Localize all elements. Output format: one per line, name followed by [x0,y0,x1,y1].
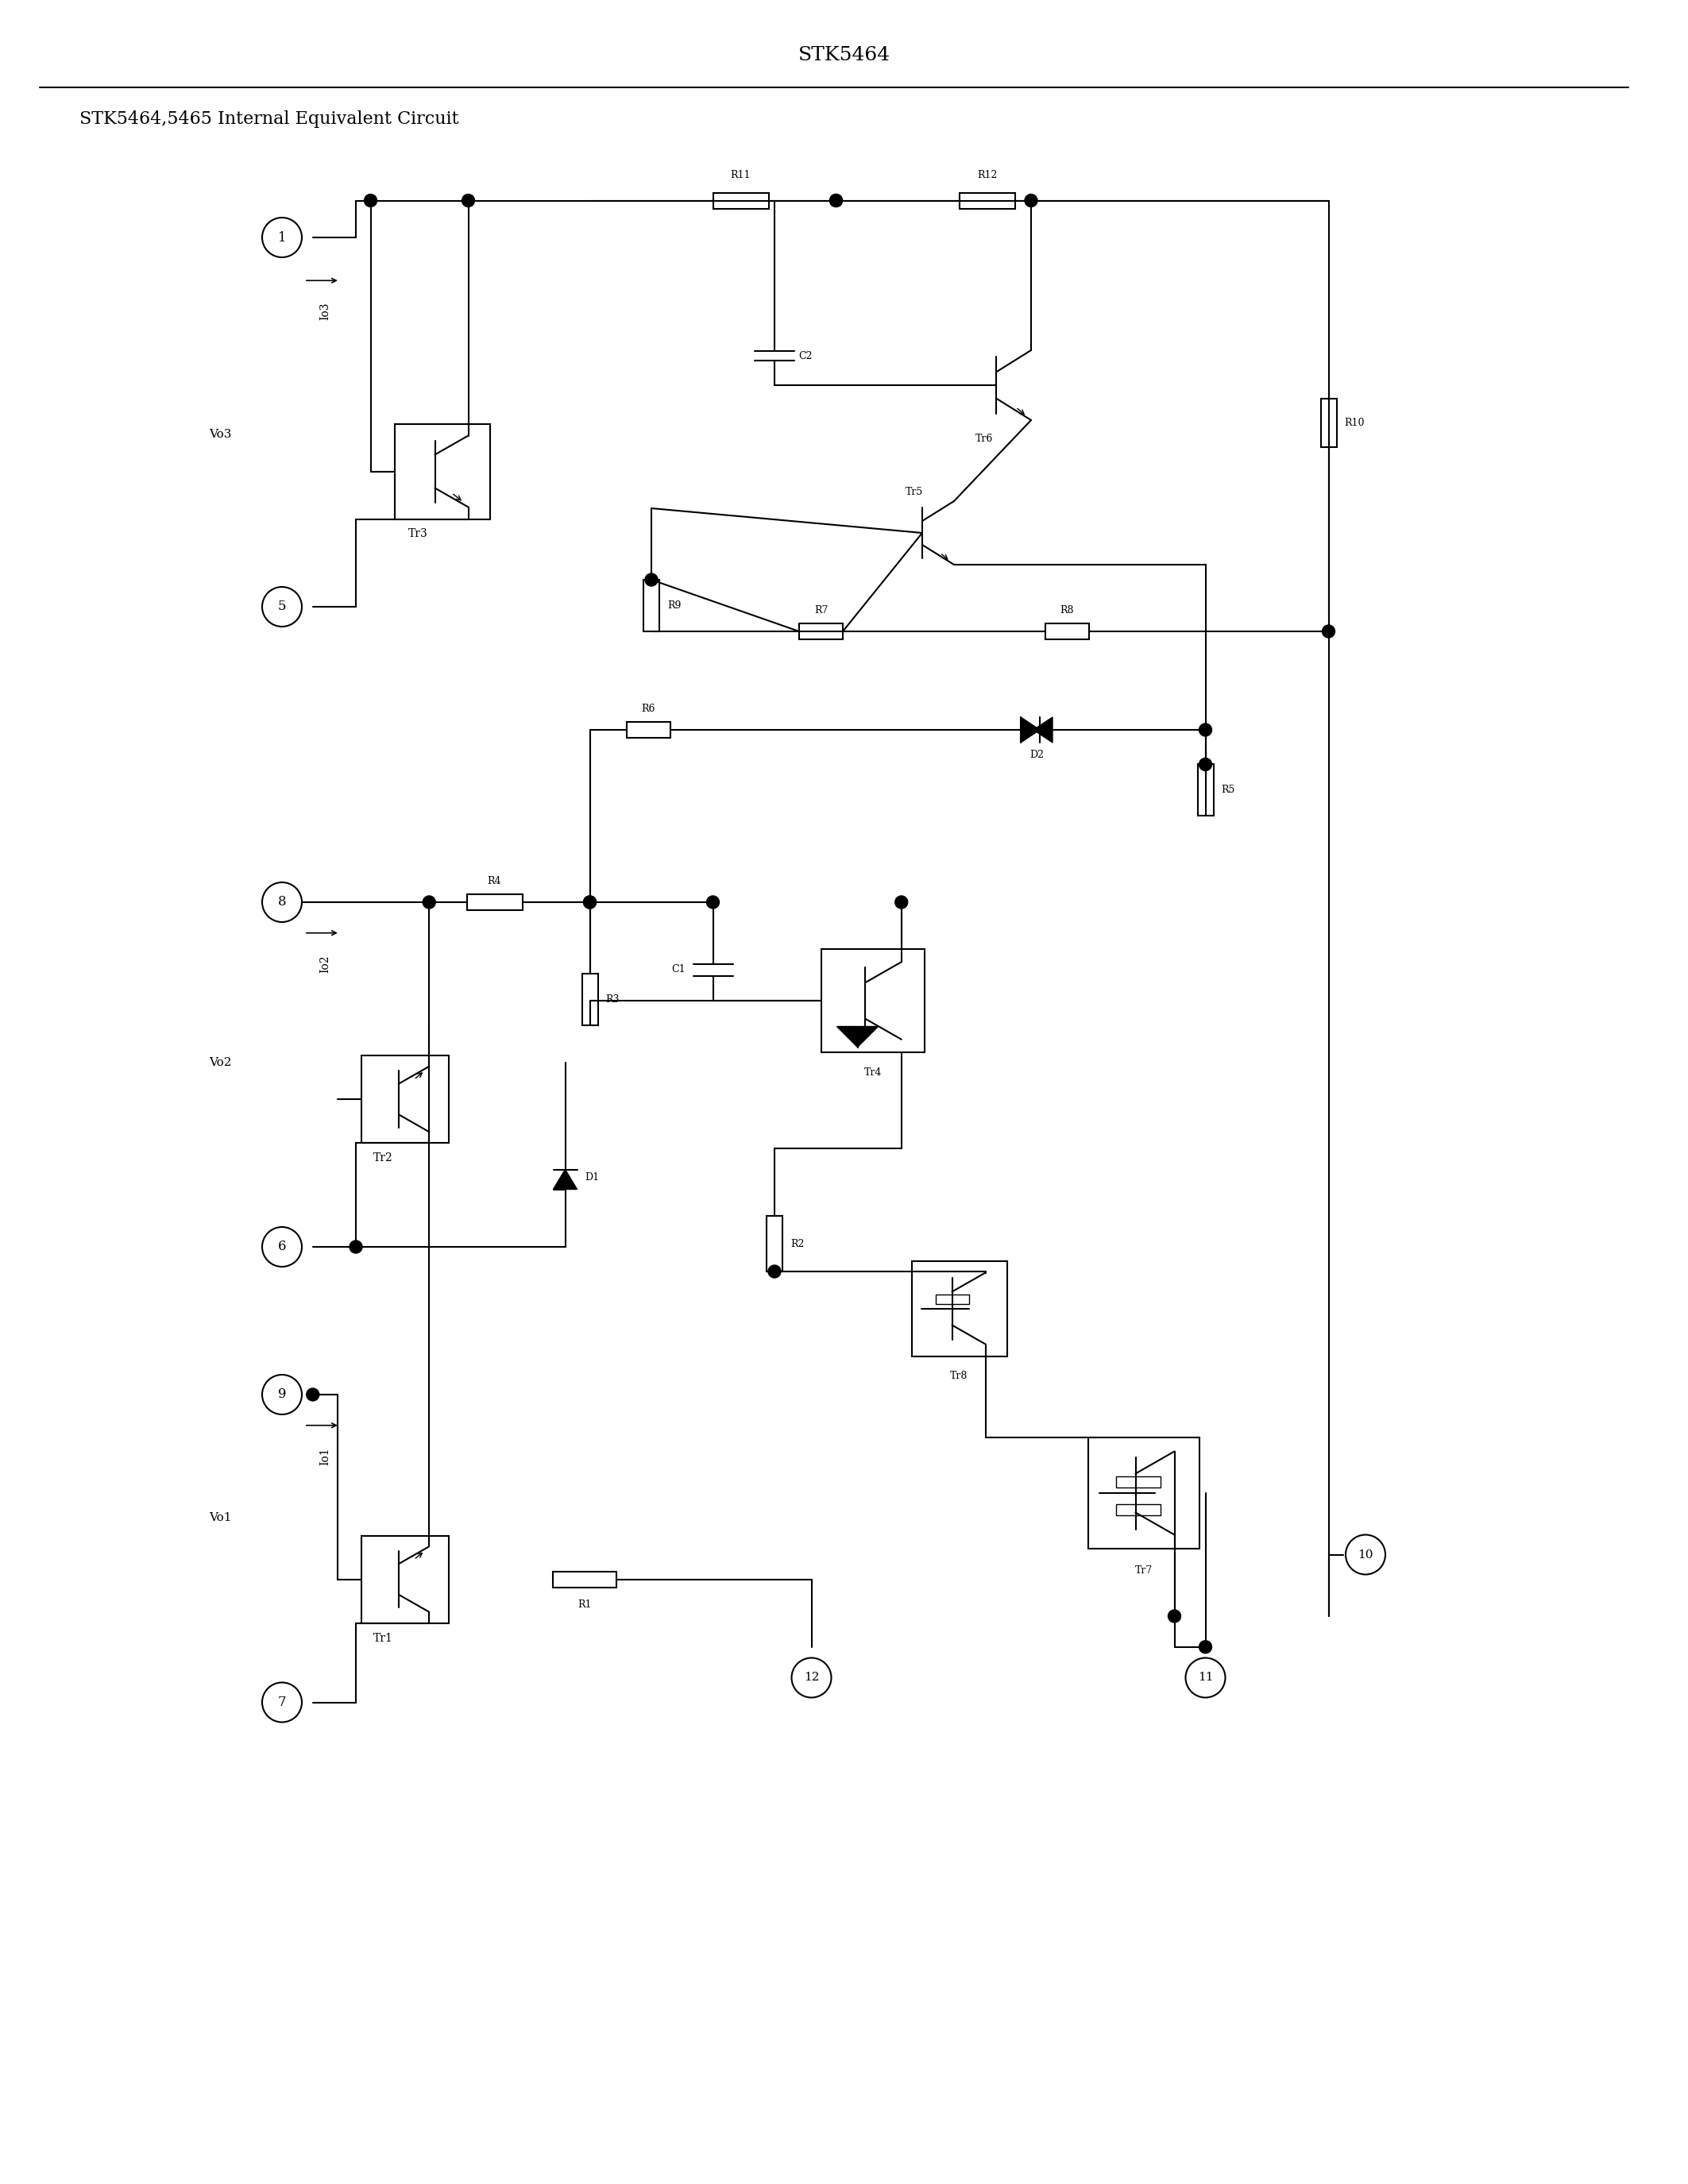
Text: R11: R11 [731,170,751,181]
Bar [798,622,842,640]
Bar [1045,622,1089,640]
Bar [361,1055,449,1142]
Circle shape [1025,194,1038,207]
Text: R6: R6 [641,703,655,714]
Bar [626,723,670,738]
Circle shape [307,1389,319,1400]
Bar [1116,1505,1161,1516]
Bar [643,579,660,631]
Polygon shape [1033,716,1053,743]
Text: R3: R3 [606,994,619,1005]
Text: 11: 11 [1198,1673,1214,1684]
Text: Tr1: Tr1 [373,1634,393,1645]
Polygon shape [554,1168,577,1190]
Text: Tr2: Tr2 [373,1153,393,1164]
Bar [712,192,768,207]
Text: R7: R7 [814,605,827,616]
Polygon shape [837,1026,878,1046]
Text: Vo3: Vo3 [209,428,231,439]
Circle shape [830,194,842,207]
Circle shape [365,194,376,207]
Bar [395,424,490,520]
Text: R4: R4 [488,876,501,887]
Bar [959,192,1014,207]
Circle shape [1198,1640,1212,1653]
Text: Tr7: Tr7 [1134,1566,1153,1575]
Circle shape [768,1265,782,1278]
Bar [1089,1437,1200,1548]
Circle shape [645,574,658,585]
Text: R10: R10 [1344,417,1364,428]
Text: Tr8: Tr8 [950,1369,969,1380]
Text: D1: D1 [586,1173,599,1182]
Text: Vo2: Vo2 [209,1057,231,1068]
Text: 1: 1 [279,232,287,245]
Text: Io3: Io3 [319,301,331,321]
Circle shape [1198,723,1212,736]
Text: STK5464,5465 Internal Equivalent Circuit: STK5464,5465 Internal Equivalent Circuit [79,111,459,129]
Circle shape [422,895,436,909]
Circle shape [707,895,719,909]
Circle shape [895,895,908,909]
Text: Tr3: Tr3 [408,529,429,539]
Text: 12: 12 [803,1673,819,1684]
Bar [935,1295,969,1304]
Bar [361,1535,449,1623]
Text: Io2: Io2 [319,954,331,972]
Bar [466,893,522,911]
Circle shape [584,895,596,909]
Text: Tr6: Tr6 [976,432,993,443]
Text: C1: C1 [672,965,685,974]
Bar [1320,400,1337,448]
Bar [1197,764,1214,817]
Circle shape [349,1241,363,1254]
Text: D2: D2 [1030,749,1043,760]
Text: C2: C2 [798,352,812,360]
Bar [912,1260,1006,1356]
Text: 10: 10 [1357,1548,1374,1559]
Circle shape [830,194,842,207]
Text: STK5464: STK5464 [798,46,890,66]
Text: R9: R9 [667,601,680,612]
Bar [1116,1476,1161,1487]
Text: R2: R2 [790,1238,803,1249]
Circle shape [463,194,474,207]
Circle shape [1198,758,1212,771]
Text: 6: 6 [279,1241,287,1254]
Text: 7: 7 [279,1695,287,1710]
Text: R8: R8 [1060,605,1074,616]
Bar [766,1216,783,1271]
Text: Tr5: Tr5 [905,487,923,498]
Circle shape [1322,625,1335,638]
Circle shape [1168,1610,1182,1623]
Text: R1: R1 [577,1599,591,1610]
Text: Tr4: Tr4 [864,1068,881,1079]
Bar [582,974,598,1024]
Text: R12: R12 [977,170,998,181]
Bar [822,950,925,1053]
Bar [554,1570,616,1588]
Polygon shape [1021,716,1040,743]
Text: Vo1: Vo1 [209,1511,231,1522]
Circle shape [584,895,596,909]
Text: 9: 9 [279,1387,287,1402]
Text: Io1: Io1 [319,1448,331,1465]
Text: R5: R5 [1222,784,1236,795]
Text: 8: 8 [279,895,287,909]
Text: 5: 5 [279,601,287,614]
